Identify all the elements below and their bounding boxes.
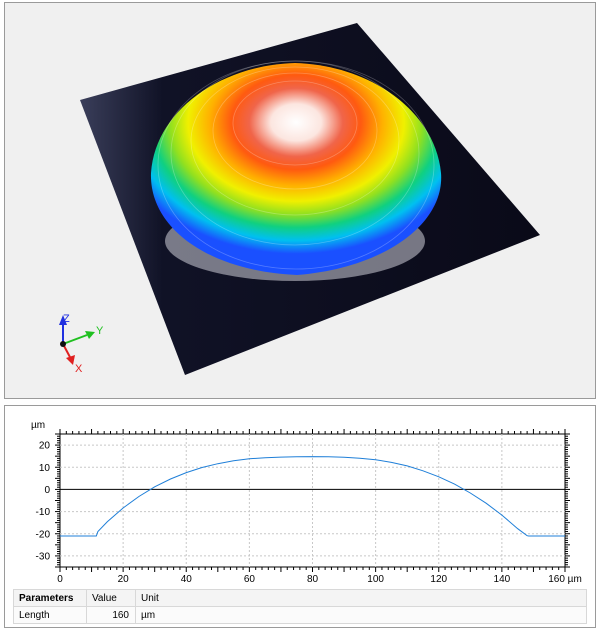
axis-triad: Z Y X [59,313,104,375]
x-tick-label: 60 [244,574,256,585]
param-name: Length [13,606,87,624]
x-tick-label: 40 [181,574,193,585]
dome-contour-lines [157,60,435,270]
dome-surface [150,63,442,275]
x-tick-label: 100 [367,574,384,585]
y-tick-label: 0 [44,485,50,496]
grid-lines [60,434,565,567]
profile-panel: µm 0 20 40 60 80 100 120 140 160 µm 20 10 0 -10 -20-… [4,405,596,628]
x-tick-label: 0 [57,574,63,585]
header-value: Value [86,589,136,607]
x-tick-labels: 0 20 40 60 80 100 120 140 160 µm [57,574,582,585]
y-tick-label: 20 [39,441,51,452]
profile-series-line [60,456,565,537]
x-tick-label: 120 [430,574,447,585]
x-axis-label: X [75,363,83,375]
parameters-table: Parameters Value Unit Length 160 µm [13,589,587,624]
param-value: 160 [86,606,136,624]
table-row[interactable]: Length 160 µm [13,606,587,624]
x-tick-label: 160 µm [548,574,582,585]
x-tick-label: 140 [494,574,511,585]
x-tick-label: 20 [118,574,130,585]
minor-ticks [55,429,570,572]
y-tick-label: -10 [36,507,51,518]
table-header-row: Parameters Value Unit [13,589,587,607]
header-parameters: Parameters [13,589,87,607]
x-tick-label: 80 [307,574,319,585]
y-axis-label: Y [96,325,104,337]
y-tick-label: 10 [39,463,51,474]
3d-view-panel[interactable]: Z Y X [4,2,596,399]
y-unit-label: µm [31,420,45,431]
profile-chart[interactable]: µm 0 20 40 60 80 100 120 140 160 µm 20100-10-20-… [5,406,595,586]
z-axis-label: Z [63,313,70,325]
y-tick-labels: 20 10 0 -10 -20 -30 [36,441,51,563]
y-tick-label: -20 [36,529,51,540]
y-tick-label: -30 [36,551,51,562]
header-unit: Unit [135,589,587,607]
3d-surface-view[interactable]: Z Y X [5,3,595,398]
param-unit: µm [135,606,587,624]
